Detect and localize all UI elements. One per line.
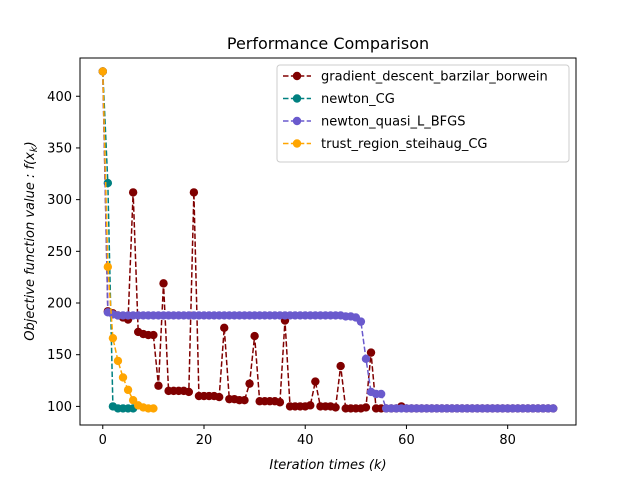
data-point	[98, 67, 107, 76]
legend-marker	[292, 139, 302, 148]
legend-entry-newton-cg: newton_CG	[283, 92, 395, 107]
x-tick-label: 80	[499, 433, 516, 448]
data-point	[108, 333, 118, 343]
x-tick-label: 0	[99, 433, 107, 448]
plot-frame	[79, 57, 577, 426]
x-tick-label: 60	[398, 433, 415, 448]
legend-entry-trust-region-steihaug-cg: trust_region_steihaug_CG	[283, 137, 488, 152]
legend-entry-newton-quasi-l-bfgs: newton_quasi_L_BFGS	[283, 115, 465, 130]
data-point	[336, 361, 345, 371]
x-axis-label: Iteration times (k)	[269, 458, 386, 473]
data-point	[118, 373, 128, 382]
legend-label: newton_quasi_L_BFGS	[321, 115, 465, 130]
data-point	[128, 395, 138, 405]
y-tick-label: 350	[47, 141, 72, 156]
y-tick-label: 150	[47, 348, 72, 363]
data-point	[250, 331, 259, 341]
series-layer	[98, 67, 558, 413]
data-point	[549, 404, 558, 413]
y-tick-label: 400	[47, 90, 72, 105]
legend-marker	[292, 71, 302, 81]
x-tick-label: 20	[196, 433, 213, 448]
data-point	[128, 188, 138, 197]
series-newton-cg	[98, 67, 138, 413]
data-point	[103, 262, 113, 272]
data-point	[123, 385, 133, 395]
data-point	[184, 387, 194, 397]
chart-title: Performance Comparison	[227, 34, 429, 53]
legend-label: gradient_descent_barzilar_borwein	[321, 70, 548, 85]
data-point	[159, 279, 168, 288]
data-point	[376, 389, 386, 399]
legend-label: newton_CG	[321, 92, 395, 107]
x-tick-label: 40	[297, 433, 314, 448]
data-point	[245, 379, 254, 388]
data-point	[361, 354, 371, 364]
data-point	[361, 403, 371, 412]
data-point	[275, 398, 285, 407]
data-point	[240, 395, 249, 405]
y-tick-label: 100	[47, 400, 72, 415]
data-point	[366, 348, 376, 357]
y-axis: 100 150 200 250 300 350 400	[47, 90, 80, 415]
data-point	[306, 401, 315, 410]
legend-entry-gradient-descent-barzilar-borwein: gradient_descent_barzilar_borwein	[283, 70, 548, 85]
data-point	[189, 188, 199, 197]
data-point	[311, 377, 320, 386]
legend-marker	[292, 116, 302, 126]
legend-box	[276, 64, 570, 163]
y-tick-label: 250	[47, 245, 72, 260]
y-tick-label: 200	[47, 297, 72, 312]
data-point	[356, 317, 366, 326]
legend-label: trust_region_steihaug_CG	[321, 137, 488, 152]
data-point	[214, 392, 224, 402]
series-trust-region-steihaug-cg	[98, 67, 158, 413]
y-axis-label: Objective function value : f(xk)	[23, 141, 40, 340]
data-point	[220, 323, 229, 333]
legend-marker	[292, 94, 302, 103]
data-point	[154, 381, 163, 390]
data-point	[149, 404, 158, 413]
x-axis: 0 20 40 60 80	[99, 425, 516, 448]
legend: gradient_descent_barzilar_borwein newton_…	[276, 64, 570, 163]
y-tick-label: 300	[47, 193, 72, 208]
data-point	[331, 403, 340, 412]
series-newton-quasi-l-bfgs	[98, 67, 558, 413]
data-point	[149, 330, 158, 340]
data-point	[113, 356, 123, 366]
